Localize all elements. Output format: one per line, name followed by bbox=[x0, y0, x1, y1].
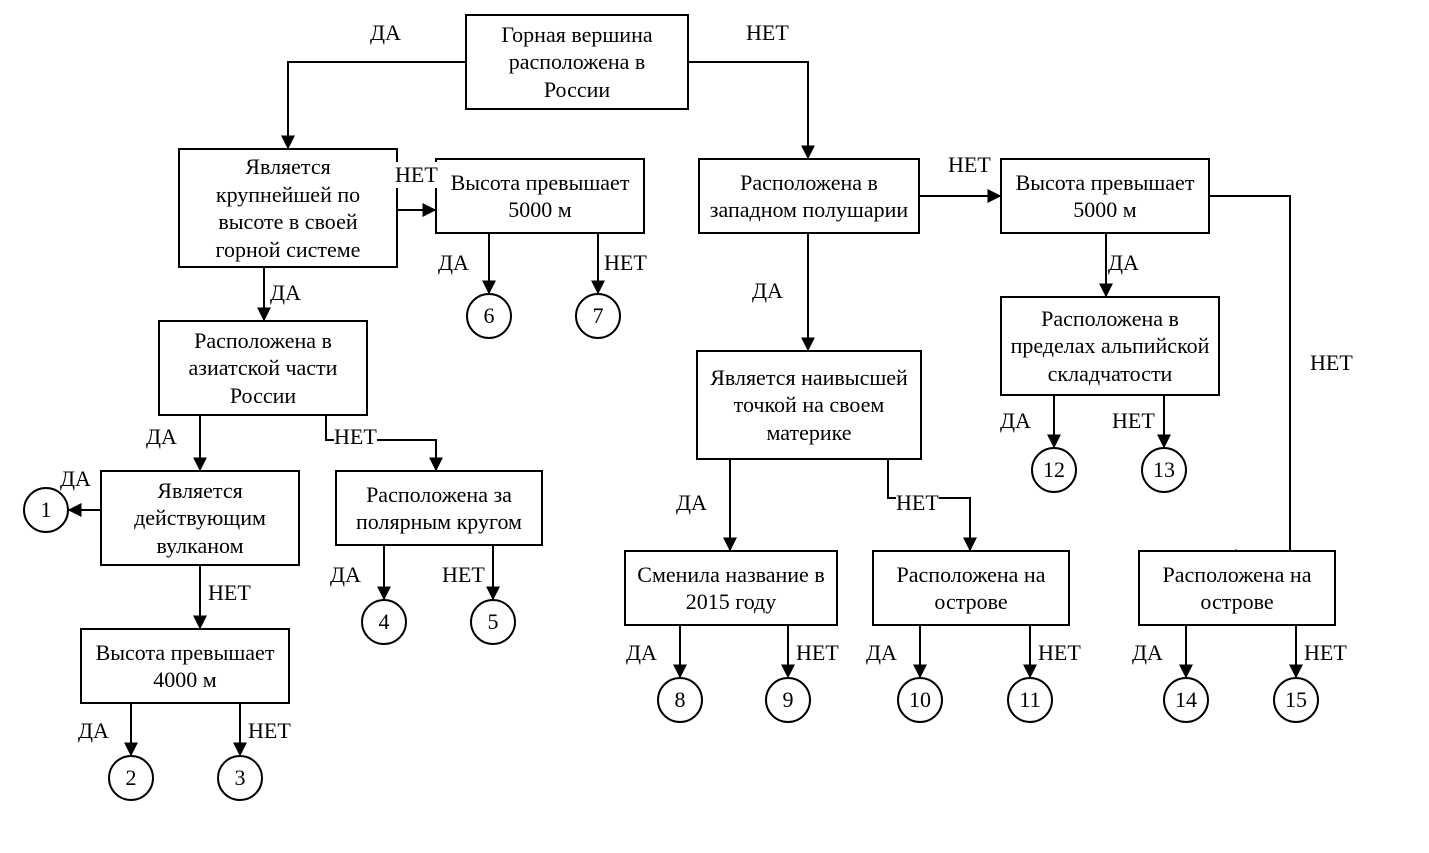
node-text: Горная вершина расположена в России bbox=[475, 21, 679, 104]
node-text: Расположена за полярным кругом bbox=[345, 481, 533, 536]
edge-label: НЕТ bbox=[1310, 350, 1353, 376]
node-text: Является наивысшей точкой на своем матер… bbox=[706, 364, 912, 447]
edge bbox=[288, 62, 465, 148]
leaf-node: 9 bbox=[765, 677, 811, 723]
edge-label: ДА bbox=[752, 278, 783, 304]
decision-node: Расположена за полярным кругом bbox=[335, 470, 543, 546]
edge-label: ДА bbox=[146, 424, 177, 450]
decision-node: Высота превышает 4000 м bbox=[80, 628, 290, 704]
decision-node: Высота превышает 5000 м bbox=[1000, 158, 1210, 234]
edge-label: НЕТ bbox=[948, 152, 991, 178]
leaf-label: 15 bbox=[1285, 687, 1307, 713]
decision-node: Расположена в пределах альпийской складч… bbox=[1000, 296, 1220, 396]
edge-label: НЕТ bbox=[746, 20, 789, 46]
node-text: Расположена в пределах альпийской складч… bbox=[1010, 305, 1210, 388]
decision-node: Является действующим вулканом bbox=[100, 470, 300, 566]
node-text: Является действующим вулканом bbox=[110, 477, 290, 560]
edge-label: НЕТ bbox=[796, 640, 839, 666]
decision-node: Является крупнейшей по высоте в своей го… bbox=[178, 148, 398, 268]
edge-label: ДА bbox=[866, 640, 897, 666]
leaf-node: 7 bbox=[575, 293, 621, 339]
decision-node: Сменила название в 2015 году bbox=[624, 550, 838, 626]
leaf-node: 6 bbox=[466, 293, 512, 339]
node-text: Высота превышает 5000 м bbox=[1010, 169, 1200, 224]
edge-label: ДА bbox=[370, 20, 401, 46]
decision-node: Расположена в западном полушарии bbox=[698, 158, 920, 234]
edge-label: ДА bbox=[78, 718, 109, 744]
leaf-label: 8 bbox=[675, 687, 686, 713]
flowchart-canvas: Горная вершина расположена в России Являе… bbox=[0, 0, 1429, 853]
edge-label: НЕТ bbox=[442, 562, 485, 588]
node-text: Является крупнейшей по высоте в своей го… bbox=[188, 153, 388, 263]
edge-label: ДА bbox=[676, 490, 707, 516]
edge-label: ДА bbox=[270, 280, 301, 306]
leaf-label: 13 bbox=[1153, 457, 1175, 483]
edge-label: ДА bbox=[438, 250, 469, 276]
leaf-label: 3 bbox=[235, 765, 246, 791]
decision-node: Расположена в азиатской части России bbox=[158, 320, 368, 416]
decision-node: Горная вершина расположена в России bbox=[465, 14, 689, 110]
leaf-label: 5 bbox=[488, 609, 499, 635]
edge-label: НЕТ bbox=[208, 580, 251, 606]
edge-label: НЕТ bbox=[395, 162, 438, 188]
edge-label: ДА bbox=[330, 562, 361, 588]
leaf-label: 14 bbox=[1175, 687, 1197, 713]
edge-label: ДА bbox=[626, 640, 657, 666]
edge-label: НЕТ bbox=[1112, 408, 1155, 434]
leaf-node: 14 bbox=[1163, 677, 1209, 723]
decision-node: Является наивысшей точкой на своем матер… bbox=[696, 350, 922, 460]
leaf-node: 10 bbox=[897, 677, 943, 723]
node-text: Расположена на острове bbox=[1148, 561, 1326, 616]
edge-label: НЕТ bbox=[334, 424, 377, 450]
leaf-node: 3 bbox=[217, 755, 263, 801]
edge-label: ДА bbox=[1132, 640, 1163, 666]
edge bbox=[1210, 196, 1336, 588]
leaf-label: 11 bbox=[1019, 687, 1040, 713]
leaf-label: 12 bbox=[1043, 457, 1065, 483]
leaf-label: 1 bbox=[41, 497, 52, 523]
edge-label: НЕТ bbox=[1038, 640, 1081, 666]
leaf-node: 15 bbox=[1273, 677, 1319, 723]
leaf-node: 4 bbox=[361, 599, 407, 645]
decision-node: Расположена на острове bbox=[1138, 550, 1336, 626]
leaf-node: 13 bbox=[1141, 447, 1187, 493]
node-text: Расположена на острове bbox=[882, 561, 1060, 616]
edge-label: НЕТ bbox=[896, 490, 939, 516]
leaf-node: 1 bbox=[23, 487, 69, 533]
edge-label: НЕТ bbox=[604, 250, 647, 276]
node-text: Высота превышает 5000 м bbox=[445, 169, 635, 224]
node-text: Расположена в азиатской части России bbox=[168, 327, 358, 410]
node-text: Расположена в западном полушарии bbox=[708, 169, 910, 224]
leaf-node: 12 bbox=[1031, 447, 1077, 493]
decision-node: Расположена на острове bbox=[872, 550, 1070, 626]
node-text: Высота превышает 4000 м bbox=[90, 639, 280, 694]
edge bbox=[689, 62, 808, 158]
edge-label: НЕТ bbox=[1304, 640, 1347, 666]
leaf-node: 5 bbox=[470, 599, 516, 645]
leaf-node: 8 bbox=[657, 677, 703, 723]
edge-label: ДА bbox=[1108, 250, 1139, 276]
decision-node: Высота превышает 5000 м bbox=[435, 158, 645, 234]
leaf-label: 2 bbox=[126, 765, 137, 791]
leaf-node: 2 bbox=[108, 755, 154, 801]
edge-label: ДА bbox=[1000, 408, 1031, 434]
node-text: Сменила название в 2015 году bbox=[634, 561, 828, 616]
edge-label: НЕТ bbox=[248, 718, 291, 744]
leaf-label: 9 bbox=[783, 687, 794, 713]
leaf-label: 10 bbox=[909, 687, 931, 713]
leaf-node: 11 bbox=[1007, 677, 1053, 723]
leaf-label: 7 bbox=[593, 303, 604, 329]
leaf-label: 4 bbox=[379, 609, 390, 635]
edge-label: ДА bbox=[60, 466, 91, 492]
leaf-label: 6 bbox=[484, 303, 495, 329]
